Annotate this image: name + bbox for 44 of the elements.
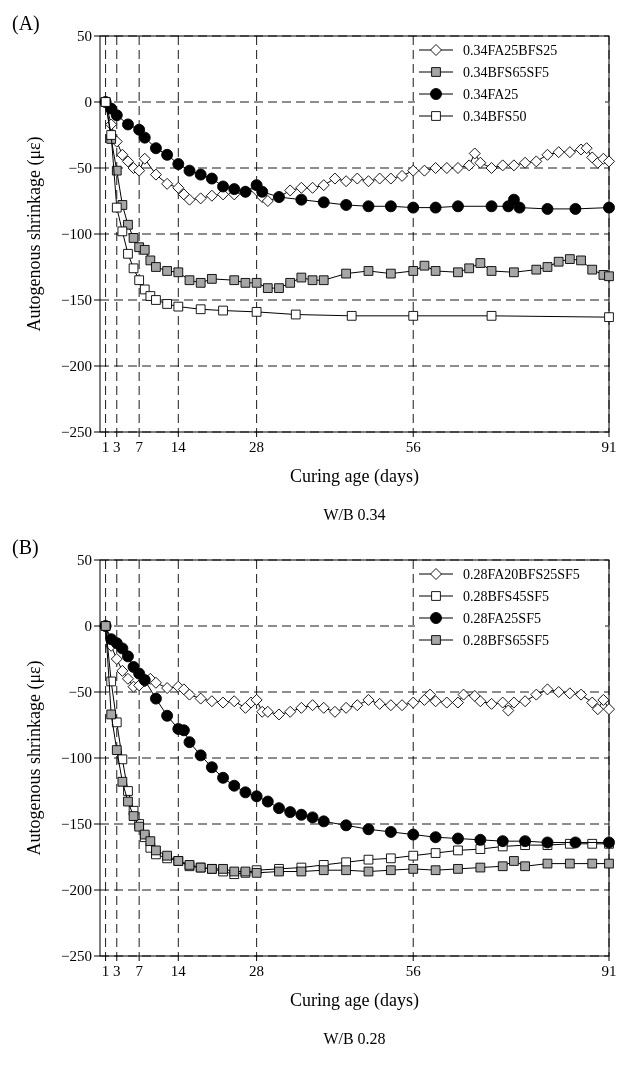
y-axis-title: Autogenous shrinkage (με) [24, 660, 45, 856]
x-tick-label: 3 [113, 439, 121, 455]
y-tick-label: −250 [61, 424, 92, 441]
y-tick-label: 50 [77, 28, 92, 45]
y-tick-label: −100 [61, 750, 92, 767]
y-tick-label: 0 [84, 94, 92, 111]
y-tick-label: −150 [61, 292, 92, 309]
chart-title: (B) [12, 536, 39, 559]
x-tick-label: 91 [601, 439, 617, 455]
x-tick-label: 1 [101, 439, 110, 455]
legend-label: 0.28FA20BFS25SF5 [463, 566, 580, 582]
legend-label: 0.34BFS65SF5 [463, 64, 549, 80]
y-tick-label: −50 [68, 684, 92, 701]
x-tick-label: 14 [170, 439, 187, 455]
x-tick-label: 7 [135, 963, 144, 979]
x-tick-label: 28 [249, 963, 265, 979]
legend-label: 0.28BFS45SF5 [463, 588, 549, 604]
y-tick-label: −150 [61, 816, 92, 833]
text: W/B 0.34 [323, 506, 386, 523]
legend-label: 0.34BFS50 [463, 108, 527, 124]
y-axis-title: Autogenous shrinkage (με) [24, 136, 45, 332]
x-tick-label: 56 [405, 963, 422, 979]
y-tick-label: −200 [61, 882, 92, 899]
x-tick-label: 56 [405, 439, 422, 455]
text: W/B 0.28 [323, 1030, 386, 1047]
x-tick-label: 14 [170, 963, 187, 979]
x-tick-label: 28 [249, 439, 265, 455]
legend-label: 0.28FA25SF5 [463, 610, 541, 626]
y-tick-label: −100 [61, 226, 92, 243]
y-tick-label: −250 [61, 948, 92, 965]
x-tick-label: 3 [113, 963, 121, 979]
y-tick-label: 50 [77, 552, 92, 569]
x-axis-title: Curing age (days) [290, 466, 419, 487]
legend-label: 0.34FA25BFS25 [463, 42, 558, 58]
y-tick-label: −200 [61, 358, 92, 375]
x-tick-label: 7 [135, 439, 144, 455]
chart-title: (A) [12, 12, 40, 35]
x-tick-label: 1 [101, 963, 110, 979]
y-tick-label: −50 [68, 160, 92, 177]
legend-label: 0.34FA25 [463, 86, 519, 102]
y-tick-label: 0 [84, 618, 92, 635]
legend-label: 0.28BFS65SF5 [463, 632, 549, 648]
x-axis-title: Curing age (days) [290, 990, 419, 1011]
x-tick-label: 91 [601, 963, 617, 979]
